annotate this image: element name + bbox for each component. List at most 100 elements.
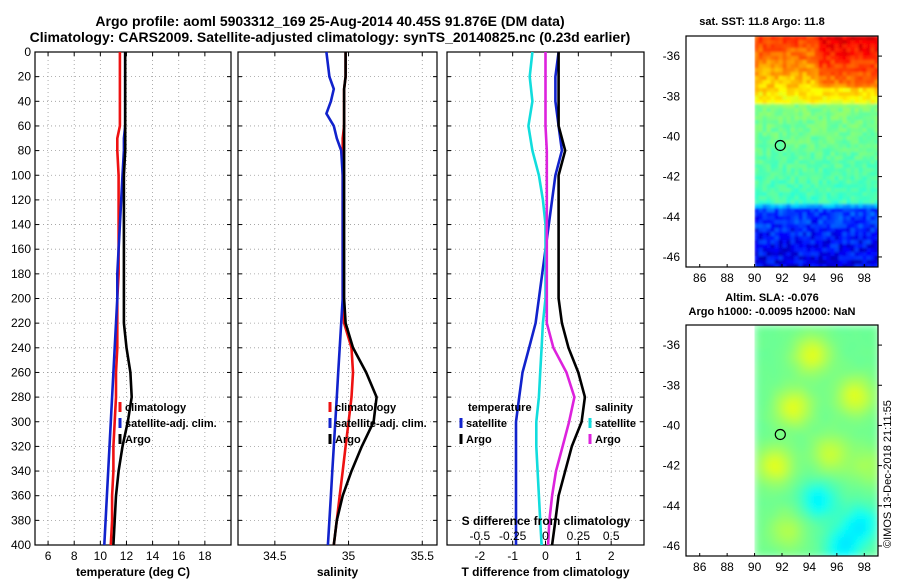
sla-map-cell bbox=[798, 521, 804, 526]
temperature-ytick-label: 280 bbox=[11, 390, 31, 404]
sst-map-cell bbox=[766, 140, 772, 145]
sst-map-cell bbox=[758, 192, 764, 197]
sla-map-cell bbox=[790, 497, 796, 502]
sst-map-cell bbox=[862, 252, 868, 257]
sla-map-cell bbox=[862, 405, 868, 410]
sst-map-cell bbox=[874, 172, 878, 177]
sla-map-cell bbox=[790, 369, 796, 374]
sst-map-cell bbox=[790, 160, 796, 165]
sla-map-cell bbox=[762, 477, 768, 482]
sla-map-cell bbox=[818, 485, 824, 490]
sst-map-cell bbox=[762, 128, 768, 133]
sst-map-cell bbox=[762, 152, 768, 157]
sla-map-cell bbox=[810, 465, 816, 470]
sla-map-cell bbox=[762, 425, 768, 430]
sla-map-cell bbox=[790, 485, 796, 490]
sla-map-cell bbox=[830, 353, 836, 358]
sst-map-cell bbox=[786, 60, 792, 65]
sst-map-cell bbox=[806, 260, 812, 265]
sla-map-cell bbox=[830, 513, 836, 518]
sla-map-cell bbox=[770, 513, 776, 518]
sst-map-cell bbox=[842, 80, 848, 85]
sst-map-cell bbox=[802, 196, 808, 201]
sla-map-cell bbox=[782, 385, 788, 390]
sst-map-cell bbox=[790, 112, 796, 117]
sst-map-cell bbox=[770, 76, 776, 81]
sst-map-cell bbox=[786, 88, 792, 93]
sst-map-cell bbox=[842, 44, 848, 49]
sla-map-cell bbox=[798, 533, 804, 538]
sst-map-cell bbox=[850, 208, 856, 213]
sla-map-cell bbox=[806, 481, 812, 486]
sla-map-cell bbox=[866, 417, 872, 422]
sla-map-cell bbox=[874, 361, 878, 366]
sst-map-cell bbox=[762, 168, 768, 173]
sla-map-cell bbox=[806, 389, 812, 394]
sla-map-cell bbox=[790, 341, 796, 346]
sst-map-cell bbox=[810, 248, 816, 253]
sst-map-cell bbox=[814, 76, 820, 81]
sla-map-cell bbox=[870, 489, 876, 494]
sla-map-cell bbox=[818, 449, 824, 454]
sla-map-cell bbox=[794, 325, 800, 330]
sla-map-cell bbox=[762, 401, 768, 406]
sst-map-cell bbox=[870, 196, 876, 201]
sla-map-cell bbox=[754, 365, 760, 370]
sla-map-cell bbox=[822, 409, 828, 414]
sla-map-cell bbox=[762, 553, 768, 556]
sla-map-cell bbox=[862, 533, 868, 538]
sst-map-cell bbox=[770, 208, 776, 213]
sla-map-cell bbox=[806, 449, 812, 454]
sla-map-cell bbox=[794, 493, 800, 498]
sla-map-cell bbox=[778, 349, 784, 354]
sla-map-cell bbox=[810, 473, 816, 478]
sla-map-cell bbox=[846, 365, 852, 370]
sla-map-cell bbox=[850, 373, 856, 378]
sla-map-cell bbox=[762, 549, 768, 554]
sst-map-cell bbox=[754, 120, 760, 125]
sst-map-cell bbox=[782, 44, 788, 49]
sla-map-cell bbox=[858, 425, 864, 430]
sla-map-cell bbox=[790, 441, 796, 446]
sst-map-cell bbox=[810, 52, 816, 57]
sst-map-cell bbox=[810, 108, 816, 113]
sst-map-cell bbox=[826, 64, 832, 69]
sla-map-cell bbox=[762, 381, 768, 386]
sla-map-cell bbox=[850, 353, 856, 358]
sst-map-cell bbox=[802, 52, 808, 57]
sla-map-cell bbox=[802, 481, 808, 486]
sst-map-cell bbox=[854, 84, 860, 89]
sla-map-cell bbox=[862, 449, 868, 454]
sla-map-cell bbox=[774, 453, 780, 458]
salinity-legend-argo-label: Argo bbox=[335, 434, 361, 446]
sla-map-cell bbox=[818, 385, 824, 390]
sla-map-cell bbox=[834, 325, 840, 330]
sst-map-cell bbox=[862, 128, 868, 133]
sla-map-cell bbox=[786, 333, 792, 338]
sla-map-cell bbox=[822, 421, 828, 426]
sla-map-cell bbox=[814, 349, 820, 354]
sla-map-cell bbox=[830, 549, 836, 554]
sst-map-cell bbox=[870, 68, 876, 73]
sst-map-cell bbox=[838, 132, 844, 137]
sla-map-cell bbox=[806, 377, 812, 382]
sla-map-cell bbox=[862, 481, 868, 486]
sla-map-cell bbox=[818, 541, 824, 546]
sla-map-cell bbox=[826, 357, 832, 362]
sst-map-cell bbox=[790, 188, 796, 193]
sla-map-cell bbox=[778, 477, 784, 482]
sst-map-cell bbox=[858, 72, 864, 77]
sst-map-cell bbox=[770, 48, 776, 53]
sla-map-cell bbox=[810, 341, 816, 346]
sst-map-cell bbox=[798, 196, 804, 201]
sst-map-cell bbox=[870, 252, 876, 257]
sla-map-cell bbox=[870, 405, 876, 410]
sst-map-cell bbox=[786, 64, 792, 69]
sla-map-cell bbox=[758, 357, 764, 362]
sla-map-cell bbox=[766, 497, 772, 502]
sla-map-cell bbox=[854, 369, 860, 374]
sla-map-cell bbox=[814, 413, 820, 418]
sst-map-cell bbox=[814, 248, 820, 253]
sla-map-cell bbox=[826, 433, 832, 438]
sst-map-cell bbox=[818, 232, 824, 237]
